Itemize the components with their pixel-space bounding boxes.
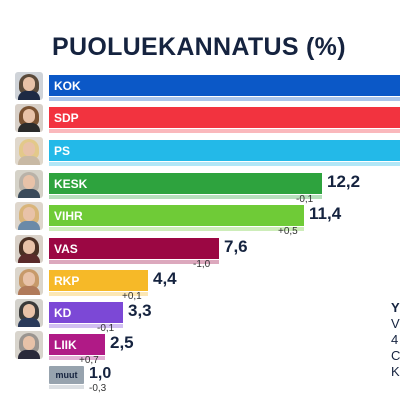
bar-row-sdp: SDP: [0, 104, 400, 138]
side-note-line: Y: [391, 300, 400, 315]
side-note-line: C: [391, 348, 400, 363]
value-label: 12,2: [327, 172, 361, 191]
previous-value-bar: [49, 292, 148, 296]
avatar: [15, 267, 43, 295]
previous-value-bar: [49, 324, 123, 328]
chart-title: PUOLUEKANNATUS (%): [52, 33, 346, 61]
side-note-line: 4: [391, 332, 399, 347]
value-label: 2,5: [110, 333, 134, 352]
bar-row-ps: PS: [0, 137, 400, 171]
value-label: 1,0: [89, 365, 112, 382]
bar: RKP: [49, 270, 148, 291]
previous-value-bar: [49, 260, 219, 264]
side-note-line: K: [391, 364, 400, 379]
bar: PS: [49, 140, 400, 161]
previous-value-bar: [49, 356, 105, 360]
value-label: 4,4: [153, 269, 177, 288]
avatar: [15, 72, 43, 100]
bar: KD: [49, 302, 123, 323]
change-label: -0,1: [296, 194, 314, 205]
avatar: [15, 299, 43, 327]
bar-row-rkp: RKP 4,4 +0,1: [0, 267, 400, 302]
avatar: [15, 235, 43, 263]
change-label: -0,3: [89, 383, 107, 394]
bar-row-liik: LIIK 2,5 +0,7: [0, 331, 400, 366]
value-label: 3,3: [128, 301, 152, 320]
side-note-line: V: [391, 316, 400, 331]
avatar: [15, 104, 43, 132]
bar-row-kesk: KESK 12,2 -0,1: [0, 170, 400, 205]
change-label: +0,5: [278, 226, 298, 237]
previous-value-bar: [49, 195, 322, 199]
change-label: -0,1: [97, 323, 115, 334]
value-label: 11,4: [309, 204, 342, 223]
bar-row-vas: VAS 7,6 -1,0: [0, 235, 400, 270]
bar-row-muut: muut 1,0 -0,3: [0, 365, 400, 400]
avatar: [15, 170, 43, 198]
bar-row-kd: KD 3,3 -0,1: [0, 299, 400, 334]
bar-row-vihr: VIHR 11,4 +0,5: [0, 202, 400, 237]
previous-value-bar: [49, 129, 400, 133]
bar: muut: [49, 366, 84, 384]
bar: SDP: [49, 107, 400, 128]
previous-value-bar: [49, 385, 84, 389]
previous-value-bar: [49, 227, 304, 231]
avatar: [15, 202, 43, 230]
bar-row-kok: KOK: [0, 72, 400, 106]
side-note: Y V 4 C K: [391, 300, 400, 380]
bar: LIIK: [49, 334, 105, 355]
avatar: [15, 137, 43, 165]
change-label: +0,1: [122, 291, 142, 302]
previous-value-bar: [49, 97, 400, 101]
avatar: [15, 331, 43, 359]
change-label: -1,0: [193, 259, 211, 270]
bar: VIHR: [49, 205, 304, 226]
previous-value-bar: [49, 162, 400, 166]
bar: VAS: [49, 238, 219, 259]
bar: KESK: [49, 173, 322, 194]
bar: KOK: [49, 75, 400, 96]
value-label: 7,6: [224, 237, 248, 256]
change-label: +0,7: [79, 355, 99, 366]
